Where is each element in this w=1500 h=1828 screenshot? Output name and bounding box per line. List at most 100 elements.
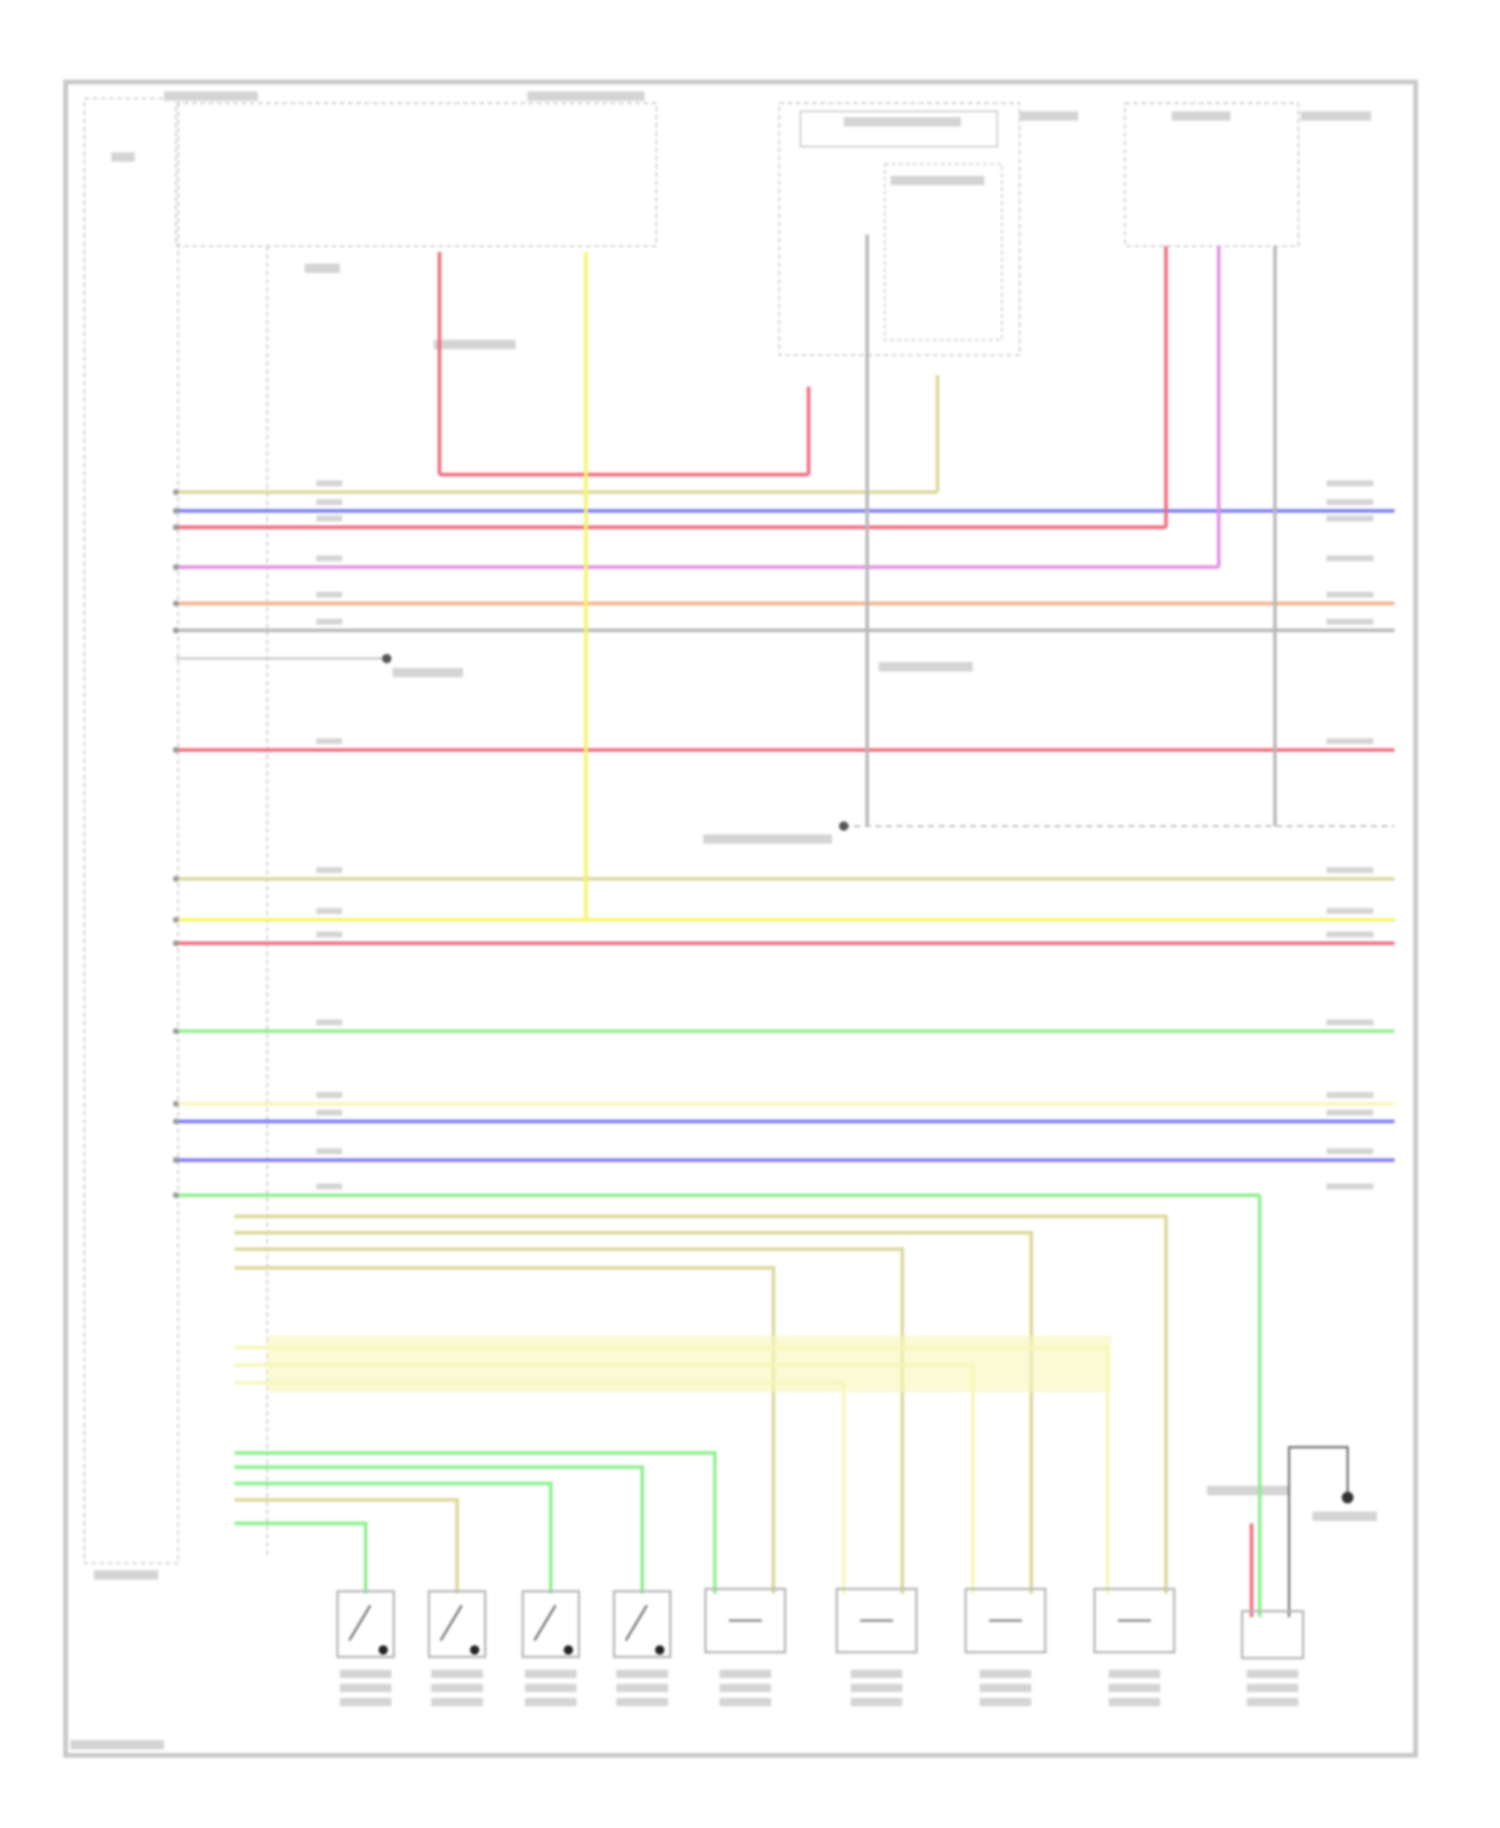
component-label-block xyxy=(1108,1683,1161,1693)
component-label-block xyxy=(339,1683,392,1693)
component-label-block xyxy=(525,1683,577,1693)
connector-pin xyxy=(172,1028,179,1035)
wire-label xyxy=(316,591,343,598)
label-block xyxy=(304,263,340,274)
connector-pin xyxy=(172,1100,179,1107)
switch-contact xyxy=(439,1604,463,1642)
wire-olive xyxy=(234,1247,905,1594)
lock-actuator-icon xyxy=(835,1587,918,1707)
ground-icon xyxy=(839,821,849,831)
switch-terminal xyxy=(469,1645,480,1655)
label-block xyxy=(1300,111,1372,121)
wire-olive xyxy=(234,1498,459,1594)
label-block xyxy=(1207,1485,1290,1496)
label-block xyxy=(111,152,135,162)
component-label-block xyxy=(719,1697,772,1707)
wire-bundle xyxy=(267,1335,1111,1393)
component-label-block xyxy=(525,1669,577,1679)
component-label-block xyxy=(339,1697,392,1707)
control-module-box xyxy=(83,97,179,1564)
fuse-box xyxy=(175,102,657,247)
wire-label xyxy=(316,738,343,745)
switch-terminal xyxy=(563,1645,574,1655)
label-block xyxy=(878,662,973,672)
connector-pin xyxy=(172,1192,179,1199)
module-box xyxy=(778,102,1021,356)
wire-label xyxy=(1326,1183,1374,1190)
wire-light_yellow xyxy=(234,1380,846,1594)
wire-olive xyxy=(234,1266,776,1594)
connector-pin xyxy=(172,600,179,607)
connector-pin xyxy=(172,564,179,571)
component-label-block xyxy=(850,1697,903,1707)
door-switch-icon xyxy=(612,1590,672,1707)
wire-label xyxy=(316,1019,343,1026)
label-block xyxy=(1019,111,1079,121)
wire-label xyxy=(1326,515,1374,522)
wire-green xyxy=(234,1521,368,1594)
switch-box xyxy=(1124,102,1299,247)
component-label-block xyxy=(1108,1697,1161,1707)
wire-label xyxy=(1326,618,1374,625)
connector-pin xyxy=(172,1118,179,1125)
wire-label xyxy=(316,1092,343,1098)
component-label-block xyxy=(850,1669,903,1679)
label-block xyxy=(164,91,258,101)
wire-green xyxy=(234,1481,553,1594)
component-label-block xyxy=(339,1669,392,1679)
wire-label xyxy=(316,1148,343,1155)
module-inner-box xyxy=(799,110,998,148)
sensor-connector-icon xyxy=(1341,1491,1354,1504)
component-label-block xyxy=(616,1683,668,1693)
wire-label xyxy=(1326,867,1374,873)
connector-pin xyxy=(172,940,179,947)
actuator-body xyxy=(964,1587,1047,1654)
wire-label xyxy=(316,1183,343,1190)
label-block xyxy=(433,339,516,350)
wire-label xyxy=(1326,480,1374,487)
label-block xyxy=(70,1740,165,1750)
wire-label xyxy=(1326,1109,1374,1116)
component-label-block xyxy=(979,1697,1032,1707)
connector-pin xyxy=(172,1157,179,1164)
component-label-block xyxy=(1246,1683,1299,1693)
connector-pin xyxy=(172,875,179,882)
module-inner-box xyxy=(884,163,1003,341)
component-label-block xyxy=(616,1697,668,1707)
lock-actuator-icon xyxy=(1093,1587,1176,1707)
actuator-body xyxy=(835,1587,918,1654)
wire-label xyxy=(316,908,343,914)
wire-label xyxy=(1326,499,1374,506)
label-block xyxy=(703,834,833,844)
connector-pin xyxy=(172,916,179,923)
switch-body xyxy=(612,1590,672,1659)
wire-label xyxy=(316,480,343,487)
component-label-block xyxy=(979,1669,1032,1679)
component-label-block xyxy=(979,1683,1032,1693)
switch-contact xyxy=(624,1604,648,1642)
connector-pin xyxy=(172,627,179,634)
ground-icon xyxy=(382,653,392,664)
switch-contact xyxy=(348,1604,372,1642)
wire-label xyxy=(1326,908,1374,914)
component-label-block xyxy=(1246,1697,1299,1707)
connector-pin xyxy=(172,747,179,753)
component-label-block xyxy=(719,1683,772,1693)
wire-gray xyxy=(1287,1445,1349,1618)
switch-terminal xyxy=(378,1645,388,1655)
wire-label xyxy=(316,1109,343,1116)
wire-light_yellow xyxy=(234,1363,975,1594)
switch-body xyxy=(521,1590,581,1659)
component-label-block xyxy=(1108,1669,1161,1679)
connector-pin xyxy=(172,524,179,531)
wire-green xyxy=(234,1465,644,1594)
connector-pin xyxy=(172,489,179,496)
wire-label xyxy=(1326,1092,1374,1098)
sensor-body xyxy=(1240,1610,1305,1660)
wire-label xyxy=(1326,931,1374,938)
label-block xyxy=(93,1570,159,1580)
wire-green xyxy=(234,1451,717,1594)
component-label-block xyxy=(850,1683,903,1693)
wire-label xyxy=(316,515,343,522)
